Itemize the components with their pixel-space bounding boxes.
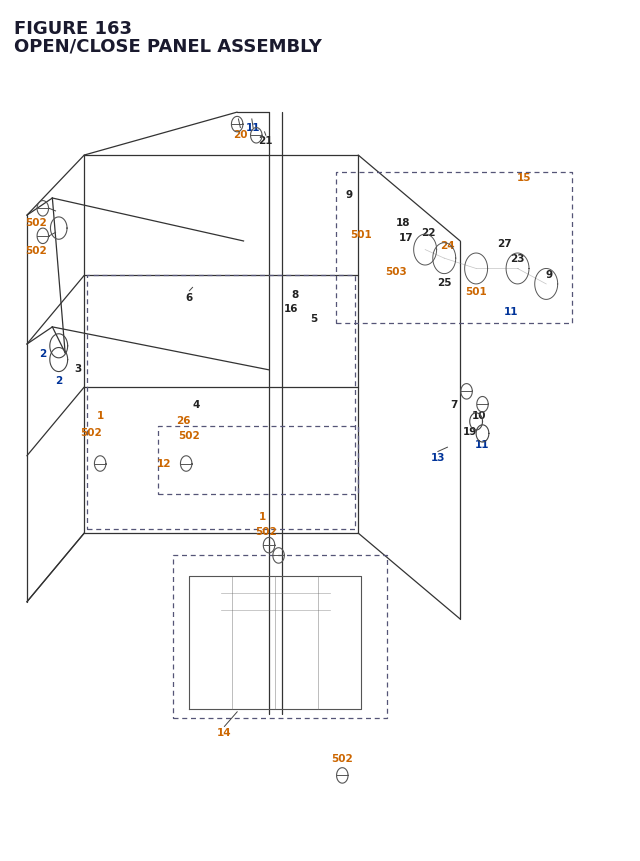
Text: 502: 502 [179, 430, 200, 441]
Text: 11: 11 [504, 307, 518, 317]
Text: 10: 10 [472, 411, 486, 421]
Text: 2: 2 [39, 348, 47, 358]
Text: 14: 14 [217, 728, 232, 738]
Text: 4: 4 [192, 400, 200, 410]
Text: 15: 15 [516, 172, 531, 183]
Text: 502: 502 [26, 218, 47, 228]
Text: 1: 1 [259, 511, 266, 521]
Text: 27: 27 [497, 238, 512, 249]
Text: 5: 5 [310, 314, 317, 324]
Text: 3: 3 [74, 363, 81, 374]
Text: 24: 24 [440, 241, 455, 251]
Text: 501: 501 [351, 230, 372, 240]
Text: 19: 19 [463, 426, 477, 437]
Text: 7: 7 [450, 400, 458, 410]
Text: 11: 11 [476, 439, 490, 449]
Text: 503: 503 [385, 267, 407, 276]
Text: 20: 20 [233, 129, 248, 139]
Text: 11: 11 [246, 122, 260, 133]
Text: OPEN/CLOSE PANEL ASSEMBLY: OPEN/CLOSE PANEL ASSEMBLY [14, 37, 322, 55]
Text: 21: 21 [259, 135, 273, 146]
Text: 1: 1 [97, 410, 104, 420]
Text: 2: 2 [55, 375, 62, 386]
Text: 18: 18 [396, 218, 410, 228]
Text: 13: 13 [431, 453, 445, 463]
Text: 9: 9 [546, 269, 553, 279]
Text: 25: 25 [437, 278, 451, 288]
Text: FIGURE 163: FIGURE 163 [14, 20, 132, 38]
Text: 8: 8 [291, 290, 298, 300]
Text: 23: 23 [510, 254, 525, 263]
Text: 9: 9 [345, 189, 352, 200]
Text: 16: 16 [284, 304, 299, 313]
Text: 26: 26 [176, 415, 190, 425]
Text: 17: 17 [399, 232, 413, 243]
Text: 502: 502 [26, 245, 47, 255]
Text: 502: 502 [255, 527, 276, 536]
Text: 502: 502 [80, 427, 102, 437]
Text: 501: 501 [465, 287, 487, 296]
Text: 12: 12 [157, 458, 171, 468]
Text: 502: 502 [332, 753, 353, 764]
Text: 6: 6 [186, 293, 193, 302]
Text: 22: 22 [421, 228, 436, 238]
